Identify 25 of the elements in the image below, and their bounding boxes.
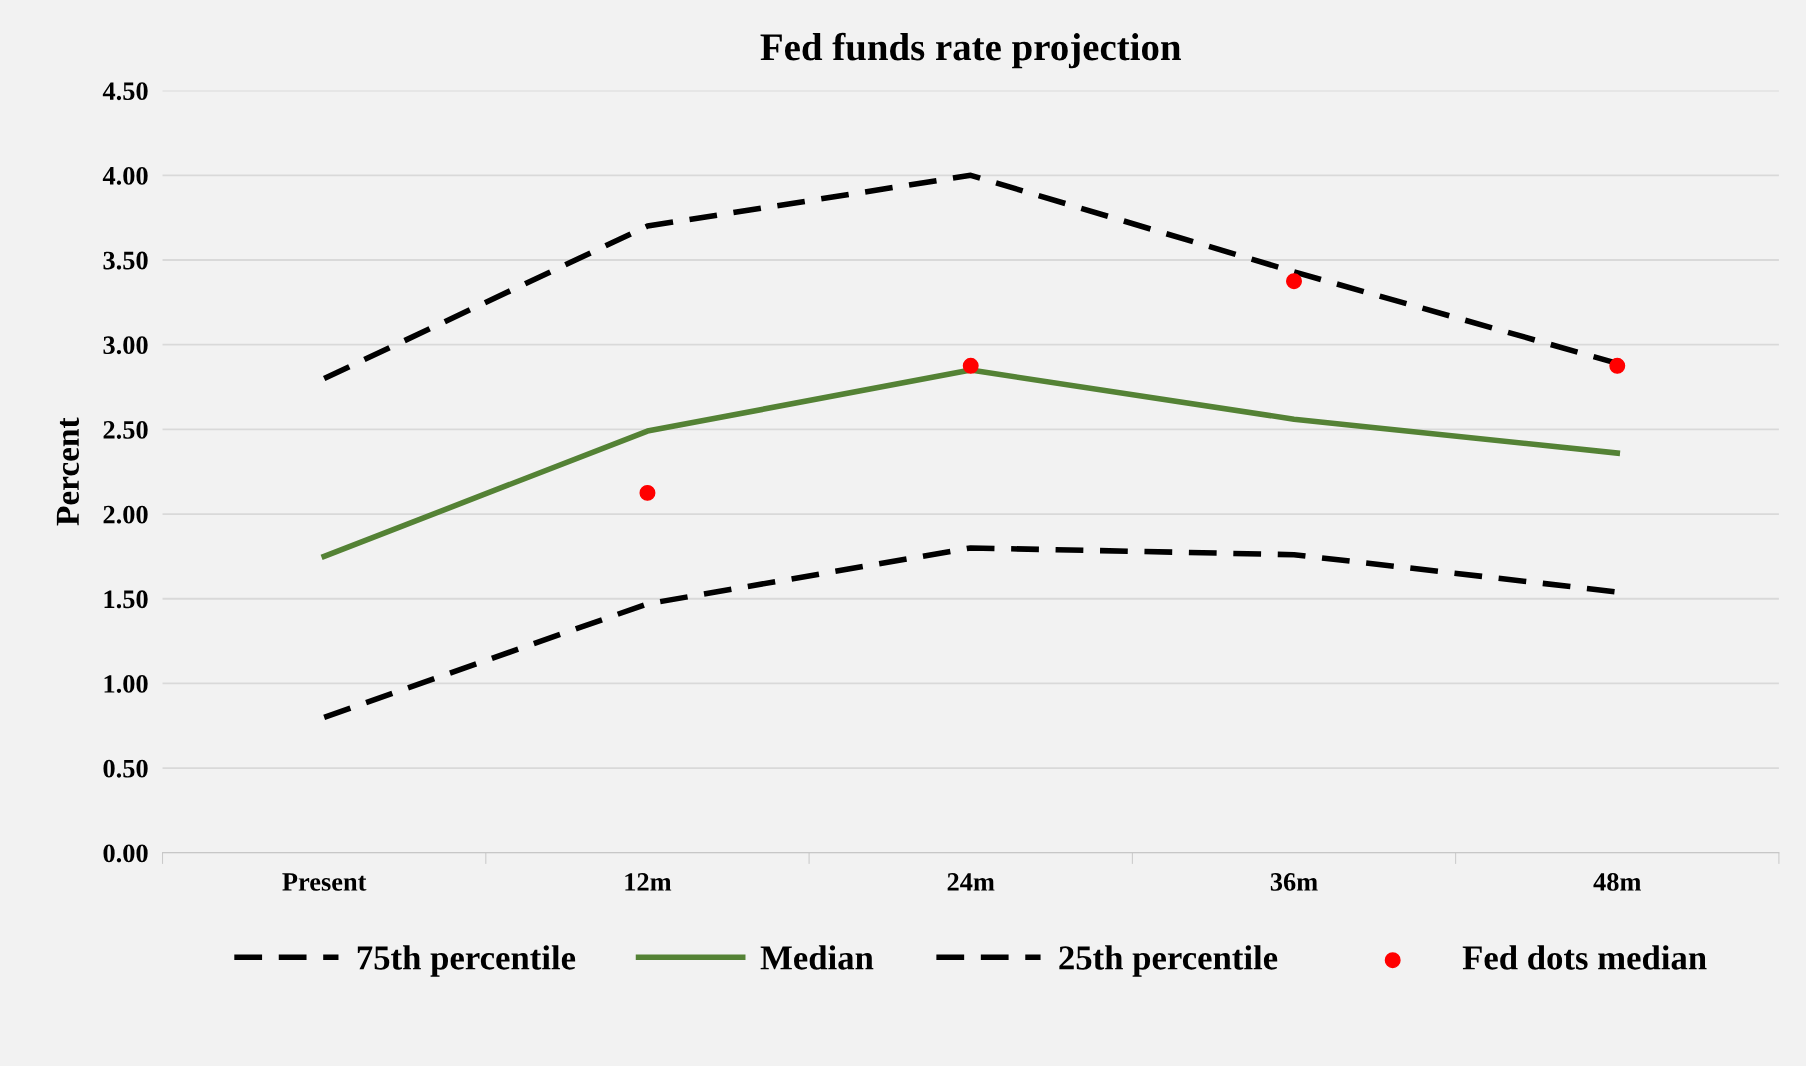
y-tick-label: 2.00 [103,505,148,524]
y-tick-label: 1.50 [104,590,148,609]
x-tick-label: 48m [1593,873,1642,891]
y-tick-label: 4.00 [102,166,148,185]
point [962,357,979,374]
x-tick-label: 24m [947,873,995,891]
legend-label: 75th percentile [357,945,576,977]
y-tick-label: 2.50 [103,420,148,439]
x-tick-label: Present [282,873,367,891]
legend-label: Fed dots median [1462,945,1707,970]
y-tick-label: 3.50 [103,251,148,270]
x-tick-label: 36m [1270,873,1318,891]
y-tick-label: 1.00 [104,675,148,693]
chart-title: Fed funds rate projection [760,32,1181,69]
point [1286,273,1302,290]
x-tick-label: 12m [625,873,672,891]
y-axis-title: Percent [56,417,80,526]
legend-label: Median [760,945,874,970]
y-tick-label: 4.50 [102,82,148,101]
point [639,484,656,501]
point [1609,357,1626,374]
y-tick-label: 3.00 [103,336,148,355]
y-tick-label: 0.50 [103,759,148,778]
legend-label: 25th percentile [1059,945,1278,977]
y-tick-label: 0.00 [103,844,148,863]
